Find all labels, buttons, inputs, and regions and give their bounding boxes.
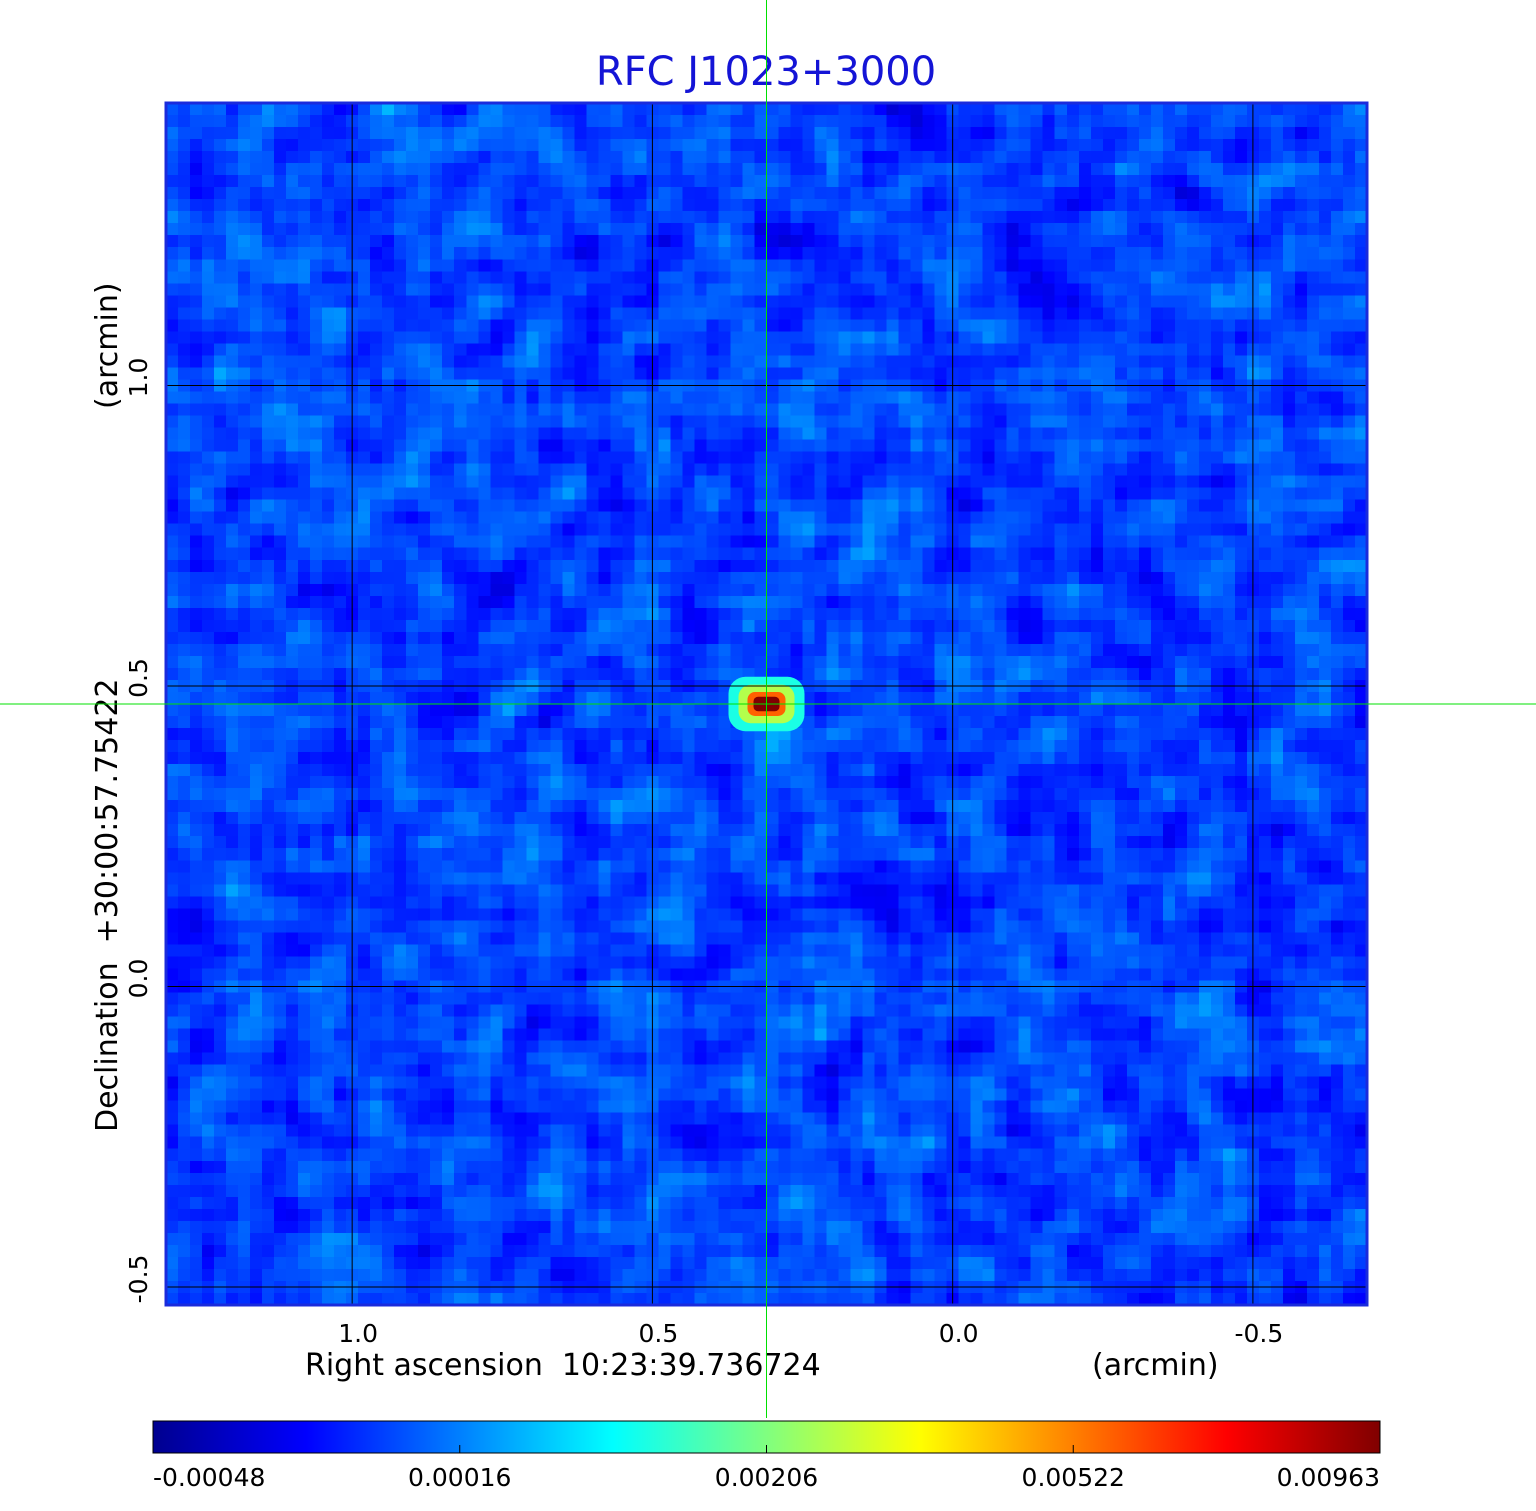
x-tick-label: -0.5: [1235, 1319, 1284, 1348]
colorbar-ticks: -0.00048 0.00016 0.00206 0.00522 0.00963: [152, 1445, 1381, 1492]
x-axis-unit: (arcmin): [1092, 1348, 1219, 1383]
y-axis-unit: (arcmin): [90, 282, 125, 409]
y-tick-label: -0.5: [124, 1255, 153, 1304]
x-tick-label: 1.0: [338, 1319, 378, 1348]
y-tick-label: 1.0: [124, 358, 153, 398]
crosshair: [0, 0, 1536, 1418]
y-axis-label: Declination +30:00:57.75422: [90, 678, 125, 1132]
x-axis-ticks: 1.0 0.5 0.0 -0.5: [338, 1319, 1283, 1348]
y-tick-label: 0.5: [124, 658, 153, 698]
x-tick-label: 0.0: [939, 1319, 979, 1348]
colorbar-tick-label: 0.00016: [408, 1463, 511, 1492]
colorbar-tick-label: 0.00522: [1022, 1463, 1125, 1492]
y-axis-ticks: 1.0 0.5 0.0 -0.5: [124, 358, 153, 1304]
x-axis-label: Right ascension 10:23:39.736724: [305, 1348, 821, 1383]
x-tick-label: 0.5: [639, 1319, 679, 1348]
y-tick-label: 0.0: [124, 959, 153, 999]
colorbar-tick-label: -0.00048: [153, 1463, 265, 1492]
colorbar-tick-label: 0.00206: [715, 1463, 818, 1492]
colorbar-tick-label: 0.00963: [1277, 1463, 1380, 1492]
